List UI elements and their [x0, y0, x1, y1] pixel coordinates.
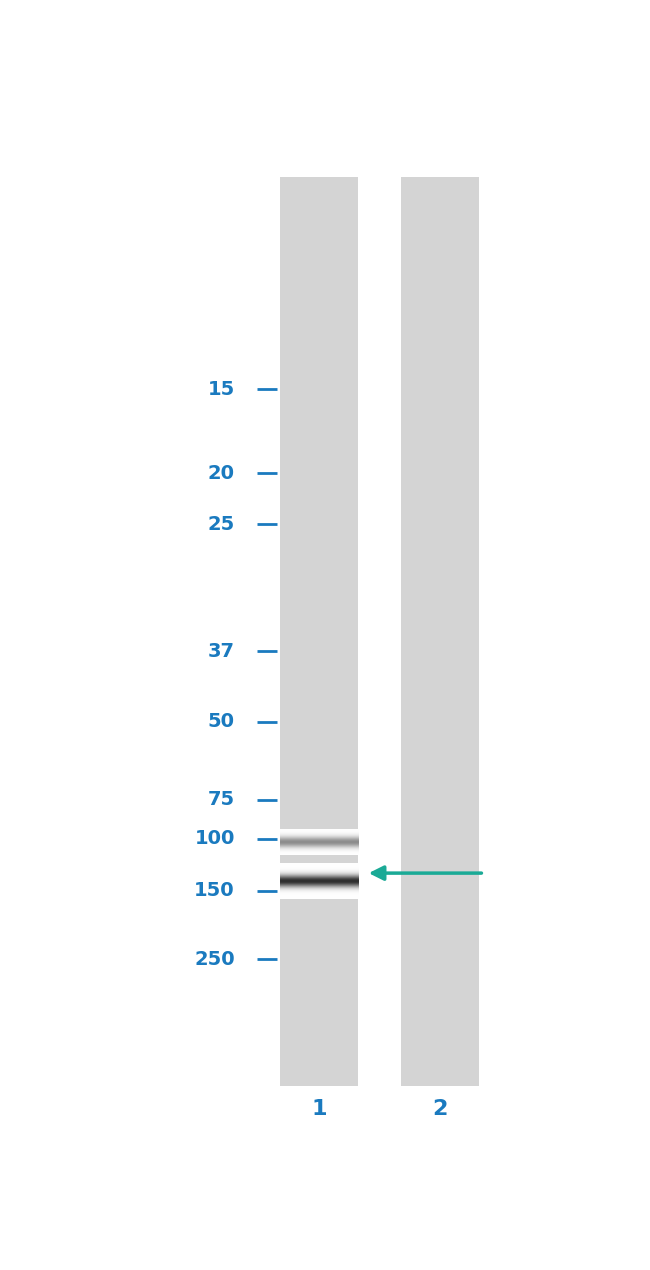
Text: 20: 20 [208, 464, 235, 483]
Text: 150: 150 [194, 881, 235, 900]
Text: 250: 250 [194, 950, 235, 969]
Bar [401, 177, 479, 1086]
Text: 2: 2 [433, 1099, 448, 1119]
Text: 15: 15 [207, 380, 235, 399]
Text: 50: 50 [208, 712, 235, 732]
Text: 75: 75 [208, 790, 235, 809]
Text: 1: 1 [312, 1099, 327, 1119]
Text: 37: 37 [208, 641, 235, 660]
Text: 100: 100 [194, 829, 235, 848]
Bar [280, 177, 358, 1086]
Text: 25: 25 [207, 514, 235, 533]
